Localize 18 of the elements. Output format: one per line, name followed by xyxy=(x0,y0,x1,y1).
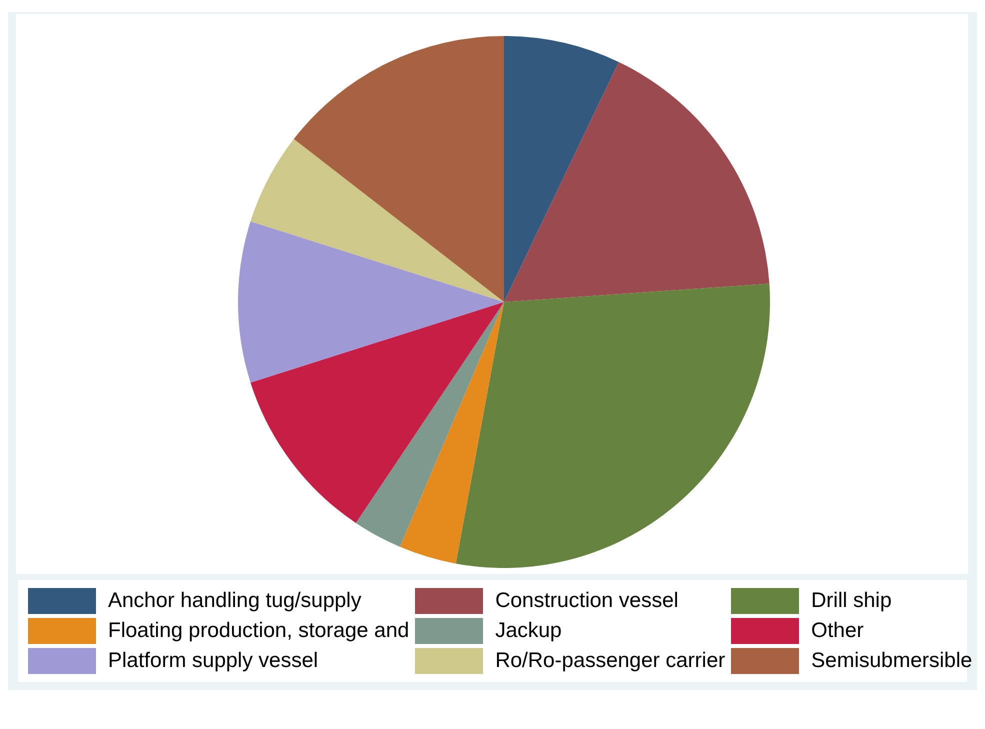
pie-slice xyxy=(294,36,504,302)
pie-slice xyxy=(356,302,504,547)
legend-label: Floating production, storage and xyxy=(108,619,410,643)
pie-slice xyxy=(504,36,619,302)
legend-label: Semisubmersible xyxy=(811,649,972,673)
legend-label: Drill ship xyxy=(811,589,892,613)
legend-label: Other xyxy=(811,619,864,643)
legend-label: Ro/Ro-passenger carrier xyxy=(495,649,726,673)
pie-slice xyxy=(504,62,770,302)
pie-slice xyxy=(250,138,504,302)
legend-label: Platform supply vessel xyxy=(108,649,318,673)
pie-slice xyxy=(400,302,504,564)
pie-slice xyxy=(456,284,770,568)
legend-label: Construction vessel xyxy=(495,589,678,613)
legend-label: Jackup xyxy=(495,619,562,643)
legend-label: Anchor handling tug/supply xyxy=(108,589,362,613)
pie-slice xyxy=(250,302,504,523)
pie-slice xyxy=(238,221,504,383)
